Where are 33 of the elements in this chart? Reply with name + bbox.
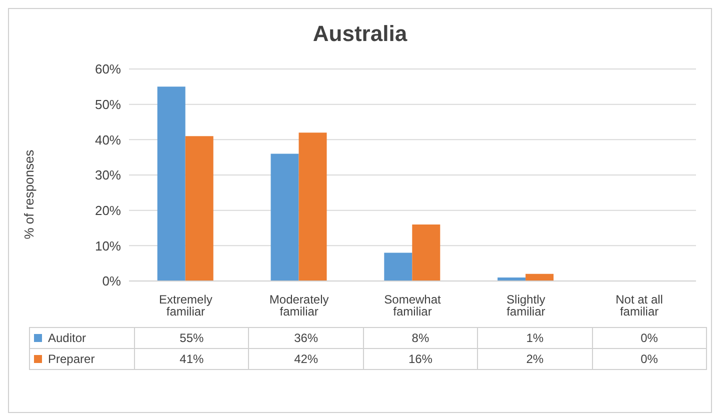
bar [270, 154, 299, 281]
data-label: 8% [363, 328, 478, 348]
legend-label: Preparer [30, 348, 134, 370]
x-tick-label: Slightly familiar [506, 292, 546, 319]
data-label: 0% [592, 328, 706, 348]
y-tick-label: 0% [102, 274, 122, 289]
data-label: 55% [134, 328, 249, 348]
y-tick-label: 40% [94, 132, 122, 148]
x-tick-label: Somewhat familiar [384, 292, 442, 319]
data-label: 0% [592, 348, 706, 370]
bar [157, 86, 186, 281]
x-tick-label: Not at all familiar [616, 292, 663, 319]
bar [526, 274, 554, 281]
y-tick-label: 30% [94, 168, 122, 183]
y-axis-title: % of responses [22, 149, 37, 239]
legend-label: Auditor [30, 328, 134, 348]
y-tick-label: 60% [94, 62, 122, 77]
data-label: 36% [248, 328, 364, 348]
bar [412, 224, 440, 281]
data-label: 16% [363, 348, 478, 370]
y-tick-label: 10% [94, 238, 122, 254]
y-tick-label: 50% [94, 96, 122, 112]
bar [185, 136, 214, 281]
chart-title: Australia [312, 21, 408, 47]
bar [298, 132, 327, 281]
x-tick-label: Moderately familiar [269, 292, 329, 319]
bar [384, 252, 412, 281]
data-label: 2% [478, 348, 592, 370]
x-tick-label: Extremely familiar [159, 292, 212, 319]
data-label: 1% [478, 328, 592, 348]
y-tick-label: 20% [94, 202, 122, 218]
data-label: 42% [248, 348, 364, 370]
data-label: 41% [134, 348, 249, 370]
